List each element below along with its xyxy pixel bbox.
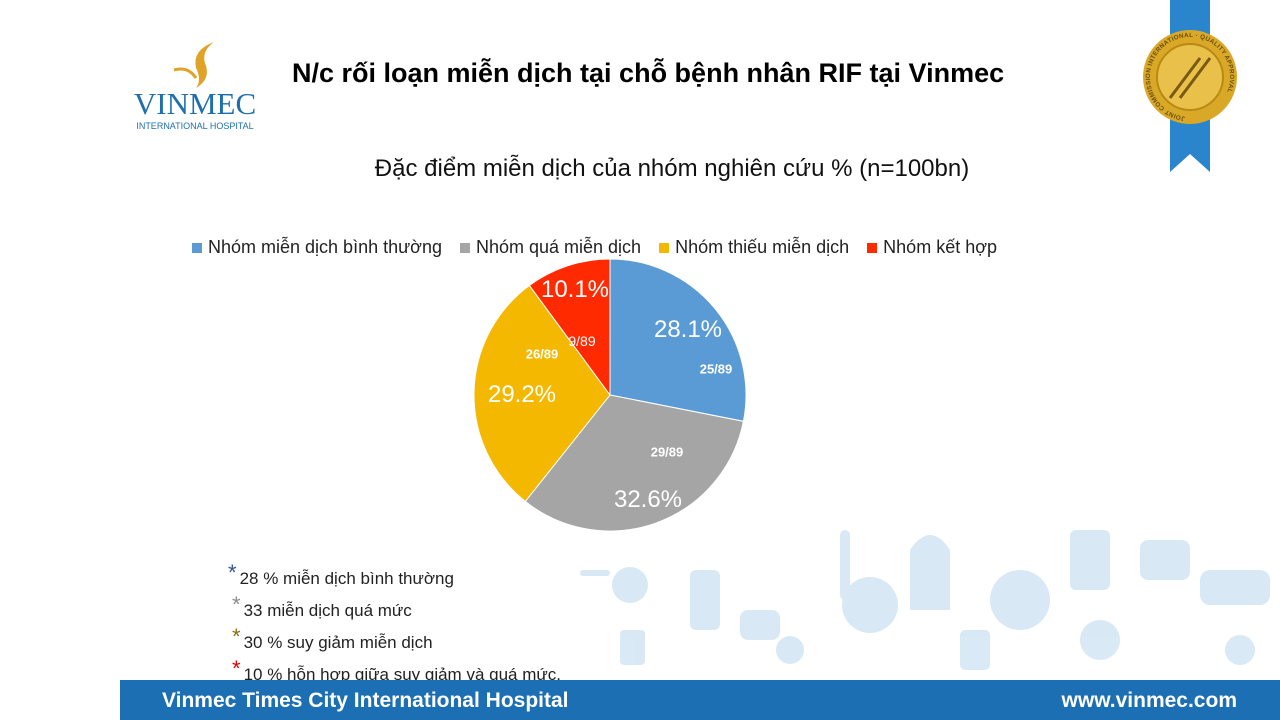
logo-subtext: INTERNATIONAL HOSPITAL	[136, 121, 253, 131]
legend-item: Nhóm miễn dịch bình thường	[192, 237, 442, 258]
asterisk-icon: *	[232, 624, 241, 649]
asterisk-icon: *	[232, 656, 241, 681]
note-item: * 28 % miễn dịch bình thường	[228, 560, 561, 592]
legend-label: Nhóm miễn dịch bình thường	[208, 237, 442, 257]
legend-swatch	[459, 242, 470, 253]
note-text: 28 % miễn dịch bình thường	[239, 569, 454, 588]
logo-text: VINMEC	[134, 86, 256, 121]
legend-item: Nhóm kết hợp	[867, 237, 997, 258]
note-text: 33 miễn dịch quá mức	[243, 601, 412, 620]
legend-item: Nhóm thiếu miễn dịch	[659, 237, 849, 258]
count-label: 9/89	[568, 333, 596, 349]
note-item: * 10 % hỗn hợp giữa suy giảm và quá mức.	[232, 656, 561, 688]
note-item: * 33 miễn dịch quá mức	[232, 592, 561, 624]
chart-legend: Nhóm miễn dịch bình thường Nhóm quá miễn…	[192, 237, 997, 258]
note-text: 10 % hỗn hợp giữa suy giảm và quá mức.	[243, 665, 561, 684]
count-label: 25/89	[699, 361, 733, 377]
footer-website-link[interactable]: www.vinmec.com	[1061, 689, 1237, 712]
medical-icons-background	[580, 530, 1270, 670]
count-label: 26/89	[525, 346, 559, 362]
notes-list: * 28 % miễn dịch bình thường * 33 miễn dịc…	[228, 560, 561, 688]
chart-title: Đặc điểm miễn dịch của nhóm nghiên cứu %…	[374, 155, 970, 182]
asterisk-icon: *	[232, 592, 241, 617]
jci-badge: JOINT COMMISSION INTERNATIONAL · QUALITY…	[1143, 0, 1237, 172]
percent-label: 29.2%	[487, 381, 557, 408]
legend-label: Nhóm kết hợp	[883, 237, 998, 257]
legend-label: Nhóm quá miễn dịch	[475, 237, 642, 257]
slide-title: N/c rối loạn miễn dịch tại chỗ bệnh nhân…	[292, 58, 1005, 88]
percent-label: 28.1%	[653, 316, 723, 343]
note-item: * 30 % suy giảm miễn dịch	[232, 624, 561, 656]
legend-swatch	[659, 242, 670, 253]
legend-item: Nhóm quá miễn dịch	[459, 237, 642, 258]
note-text: 30 % suy giảm miễn dịch	[243, 633, 433, 652]
percent-label: 32.6%	[613, 486, 683, 513]
asterisk-icon: *	[228, 560, 237, 585]
vinmec-logo: VINMEC INTERNATIONAL HOSPITAL	[134, 42, 256, 131]
legend-swatch	[867, 242, 878, 253]
percent-label: 10.1%	[540, 276, 610, 303]
legend-label: Nhóm thiếu miễn dịch	[675, 237, 850, 257]
footer-bar: Vinmec Times City International Hospital…	[120, 680, 1280, 720]
footer-hospital-name: Vinmec Times City International Hospital	[162, 689, 569, 712]
legend-swatch	[192, 242, 202, 253]
count-label: 29/89	[650, 444, 684, 460]
